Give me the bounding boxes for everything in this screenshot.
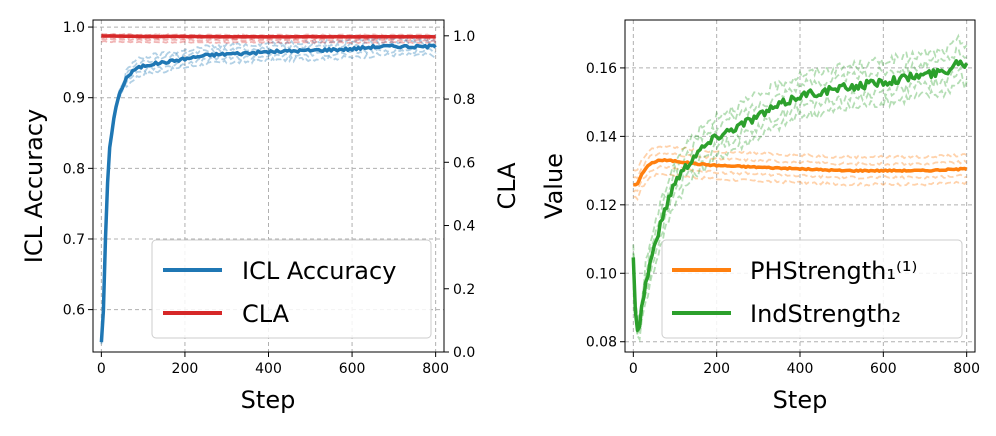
y2-tick-label: 0.6: [453, 155, 475, 171]
left-series-lines: [99, 33, 437, 343]
right-x-ticks: 0 200 400 600 800: [629, 352, 980, 377]
y-tick-label: 0.16: [586, 61, 617, 77]
seed-run-line: [632, 79, 968, 343]
x-tick-label: 400: [787, 361, 814, 377]
y2-tick-label: 0.0: [453, 345, 475, 361]
y2-tick-label: 0.2: [453, 282, 475, 298]
legend-label-cla: CLA: [242, 300, 290, 328]
left-legend-box: [151, 239, 432, 339]
y-tick-label: 0.08: [586, 335, 617, 351]
seed-run-line: [100, 34, 437, 338]
right-chart: 0 200 400 600 800 0.080.100.120.140.16 Step …: [540, 19, 980, 414]
seed-run-line: [101, 36, 436, 41]
left-y2-ticks: 0.0 0.2 0.4 0.6 0.8 1.0: [444, 29, 475, 361]
left-x-axis-label: Step: [241, 386, 296, 414]
seed-run-line: [100, 47, 436, 345]
right-y-ticks: 0.08 0.10 0.12 0.14 0.16: [586, 61, 625, 351]
legend-label-indstrength: IndStrength₂: [750, 300, 901, 328]
left-x-ticks: 0 200 400 600 800: [97, 352, 449, 377]
seed-run-line: [633, 144, 968, 172]
left-seed-runs: [100, 32, 437, 345]
seed-run-line: [100, 51, 437, 343]
right-x-axis-label: Step: [773, 386, 828, 414]
left-chart: 0 200 400 600 800 0.60.70.80.91.0 0.00.20.40…: [20, 19, 521, 414]
series-line: [101, 33, 436, 39]
legend-label-phstrength: PHStrength₁⁽¹⁾: [750, 257, 917, 285]
x-tick-label: 200: [703, 361, 730, 377]
right-legend-box: [661, 239, 963, 339]
right-series-lines: [631, 59, 969, 333]
left-legend: ICL Accuracy CLA: [151, 239, 432, 339]
x-tick-label: 200: [172, 361, 199, 377]
seed-run-line: [633, 172, 968, 201]
y-tick-label: 0.7: [63, 232, 85, 248]
series-line: [99, 43, 437, 343]
seed-run-line: [100, 38, 437, 341]
left-y-ticks: 0.6 0.7 0.8 0.9 1.0: [63, 20, 93, 319]
seed-run-line: [632, 33, 968, 322]
y-tick-label: 1.0: [63, 20, 85, 36]
x-tick-label: 0: [97, 361, 106, 377]
x-tick-label: 800: [422, 361, 449, 377]
seed-run-line: [633, 151, 968, 180]
seed-run-line: [101, 40, 437, 45]
x-tick-label: 0: [629, 361, 638, 377]
x-tick-label: 400: [255, 361, 282, 377]
seed-run-line: [632, 65, 968, 336]
y-tick-label: 0.14: [586, 129, 617, 145]
y2-tick-label: 0.8: [453, 92, 475, 108]
seed-run-line: [101, 37, 436, 42]
right-seed-runs: [632, 33, 968, 343]
series-line: [631, 59, 969, 333]
y-tick-label: 0.9: [63, 91, 85, 107]
x-tick-label: 600: [339, 361, 366, 377]
seed-run-line: [632, 46, 967, 328]
left-y-axis-label: ICL Accuracy: [20, 109, 48, 263]
right-legend: PHStrength₁⁽¹⁾ IndStrength₂: [661, 239, 963, 339]
y-tick-label: 0.12: [586, 198, 617, 214]
x-tick-label: 600: [870, 361, 897, 377]
left-y2-axis-label: CLA: [493, 162, 521, 210]
legend-label-icl-accuracy: ICL Accuracy: [242, 257, 396, 285]
right-y-axis-label: Value: [540, 153, 568, 219]
seed-run-line: [101, 32, 436, 37]
y2-tick-label: 0.4: [453, 219, 475, 235]
y-tick-label: 0.8: [63, 161, 85, 177]
y-tick-label: 0.10: [586, 266, 617, 282]
x-tick-label: 800: [953, 361, 980, 377]
y2-tick-label: 1.0: [453, 29, 475, 45]
y-tick-label: 0.6: [63, 303, 85, 319]
